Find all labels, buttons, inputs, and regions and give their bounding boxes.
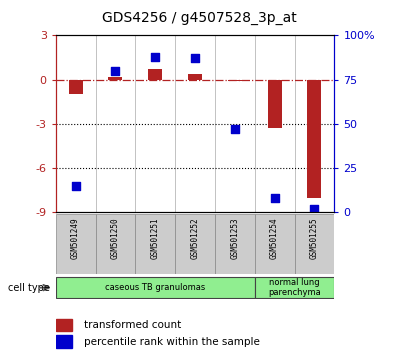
Text: cell type: cell type	[8, 282, 50, 293]
Text: caseous TB granulomas: caseous TB granulomas	[105, 283, 205, 292]
Text: GDS4256 / g4507528_3p_at: GDS4256 / g4507528_3p_at	[101, 11, 297, 25]
Point	[232, 126, 238, 132]
Bar	[56, 214, 96, 274]
Text: GSM501250: GSM501250	[111, 217, 120, 259]
Bar	[56, 335, 72, 348]
Text: GSM501249: GSM501249	[71, 217, 80, 259]
Bar	[175, 214, 215, 274]
Bar	[69, 80, 83, 95]
Bar	[56, 277, 255, 298]
Bar	[96, 214, 135, 274]
Text: GSM501251: GSM501251	[151, 217, 160, 259]
Point	[192, 56, 198, 61]
Point	[112, 68, 119, 74]
Bar	[255, 214, 295, 274]
Bar	[228, 80, 242, 81]
Text: GSM501254: GSM501254	[270, 217, 279, 259]
Text: GSM501253: GSM501253	[230, 217, 239, 259]
Bar	[295, 214, 334, 274]
Bar	[148, 69, 162, 80]
Bar	[188, 74, 202, 80]
Bar	[307, 80, 321, 198]
Text: percentile rank within the sample: percentile rank within the sample	[84, 337, 259, 347]
Bar	[267, 80, 281, 128]
Text: GSM501255: GSM501255	[310, 217, 319, 259]
Bar	[56, 319, 72, 331]
Point	[72, 183, 79, 189]
Text: normal lung
parenchyma: normal lung parenchyma	[268, 278, 321, 297]
Bar	[255, 277, 334, 298]
Point	[311, 206, 318, 212]
Point	[152, 54, 158, 59]
Bar	[215, 214, 255, 274]
Text: transformed count: transformed count	[84, 320, 181, 330]
Point	[271, 195, 278, 201]
Text: GSM501252: GSM501252	[191, 217, 199, 259]
Bar	[135, 214, 175, 274]
Bar	[108, 77, 122, 80]
